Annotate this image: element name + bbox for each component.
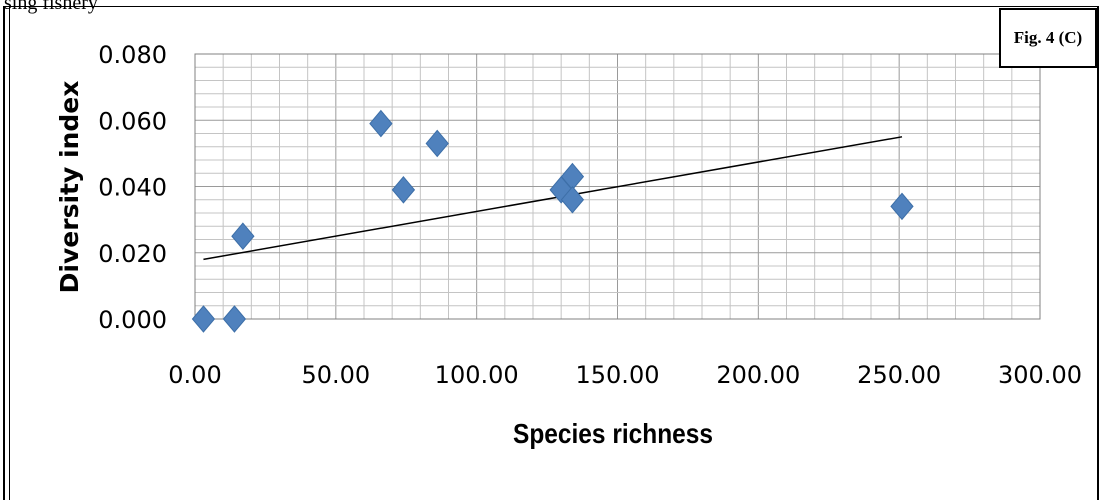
frame-inner-line	[9, 6, 10, 500]
y-tick-label: 0.060	[98, 107, 167, 135]
y-tick-label: 0.080	[98, 41, 167, 69]
data-point	[231, 222, 255, 250]
data-points	[191, 109, 914, 333]
data-point	[222, 305, 247, 333]
x-tick-label: 300.00	[998, 361, 1082, 389]
data-point	[890, 192, 914, 221]
y-tick-label: 0.020	[98, 240, 167, 268]
x-tick-label: 200.00	[716, 361, 800, 389]
trendline	[203, 136, 903, 261]
x-tick-label: 0.00	[168, 361, 221, 389]
x-tick-label: 150.00	[576, 361, 660, 389]
data-point	[391, 176, 416, 204]
y-axis-label: Diversity index	[55, 81, 84, 294]
data-point	[560, 185, 585, 214]
header-fragment: sing fishery	[4, 0, 98, 14]
figure-label: Fig. 4 (C)	[999, 8, 1097, 68]
x-tick-label: 250.00	[857, 361, 941, 389]
x-tick-labels: 0.00 50.00 100.00 150.00 200.00 250.00 300.00	[168, 361, 1082, 389]
plot-area-border	[194, 53, 1041, 320]
figure-frame	[3, 6, 1099, 500]
x-axis-label: Species richness	[513, 418, 713, 449]
y-tick-label: 0.040	[98, 174, 167, 202]
data-point	[369, 109, 393, 138]
data-point	[191, 305, 216, 333]
data-point	[425, 129, 449, 158]
x-tick-label: 50.00	[301, 361, 370, 389]
grid	[194, 53, 1041, 320]
y-tick-labels: 0.000 0.020 0.040 0.060 0.080	[98, 41, 167, 334]
x-tick-label: 100.00	[435, 361, 519, 389]
y-tick-label: 0.000	[98, 306, 167, 334]
